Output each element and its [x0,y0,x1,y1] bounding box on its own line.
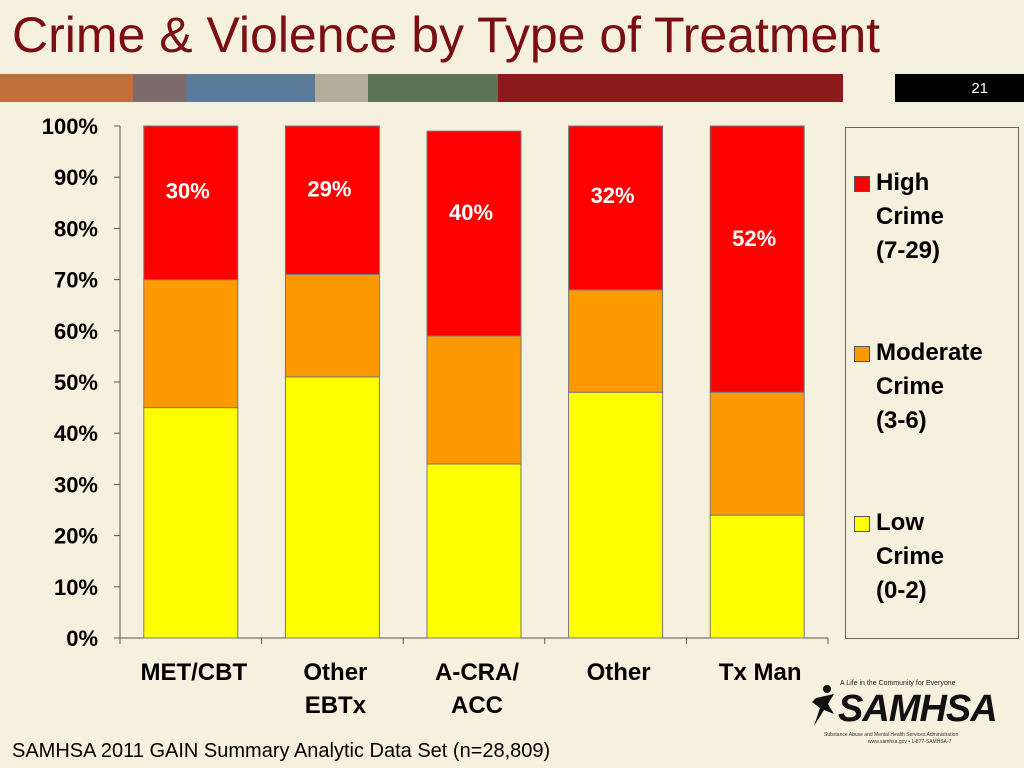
y-tick-label: 40% [54,421,98,446]
title-bar: Crime & Violence by Type of Treatment [0,0,1024,74]
logo-name: SAMHSA [838,688,998,730]
legend-label: High Crime (7-29) [876,169,945,264]
bar-segment [143,279,239,409]
logo-subtitle: Substance Abuse and Mental Health Servic… [824,732,959,738]
bar-segment [709,514,805,639]
legend-swatch [854,516,870,532]
band-segment [368,74,498,102]
band-segment [895,74,1024,102]
bar-segment [709,125,805,393]
category-label: Tx Man [719,659,802,686]
logo-tagline: A Life in the Community for Everyone [840,680,956,687]
bar-segment [568,289,664,393]
y-tick-label: 50% [54,370,98,395]
bar-segment [568,391,664,639]
category-label: A-CRA/ACC [435,659,519,719]
color-band [0,74,1024,102]
band-segment [498,74,843,102]
person-figure-icon [812,685,834,726]
legend-label: Moderate Crime (3-6) [876,339,983,434]
stacked-bar-chart: 0% 10% 20% 30% 40% 50% 60% 70% 80% 90% 100% 30% MET/… [42,114,829,719]
y-tick-label: 30% [54,472,98,497]
category-label: MET/CBT [140,659,247,686]
legend: High Crime (7-29) Moderate Crime (3-6) Low Crim… [845,127,1019,639]
y-tick-label: 70% [54,268,98,293]
data-label: 40% [449,200,493,225]
y-tick-label: 60% [54,319,98,344]
bar-segment [284,273,380,378]
y-tick-label: 80% [54,216,98,241]
y-tick-label: 100% [42,114,98,139]
data-label: 30% [166,179,210,204]
y-tick-label: 0% [66,626,98,651]
legend-label: Low Crime (0-2) [876,509,945,604]
bar-segment [284,125,380,275]
data-label: 29% [307,176,351,201]
y-tick-label: 10% [54,575,98,600]
band-segment [843,74,895,102]
bar-segment [143,407,239,639]
bar-segment [426,130,522,337]
band-segment [0,74,133,102]
band-segment [186,74,315,102]
category-label: Other EBTx [303,659,367,719]
category-label: Other [587,659,651,686]
band-segment [133,74,186,102]
legend-swatch [854,346,870,362]
y-tick-label: 20% [54,524,98,549]
data-label: 32% [591,183,635,208]
logo-contact: www.samhsa.gov • 1-877-SAMHSA-7 [868,739,952,745]
slide-number: 21 [971,80,988,97]
samhsa-logo: A Life in the Community for Everyone SAM… [808,680,998,746]
bar-segment [426,463,522,639]
legend-swatch [854,176,870,192]
bar-segment [284,376,380,639]
page-title: Crime & Violence by Type of Treatment [12,7,881,63]
band-segment [315,74,368,102]
bar-segment [709,391,805,516]
bar-segment [143,125,239,281]
bar-segment [568,125,664,291]
source-note: SAMHSA 2011 GAIN Summary Analytic Data S… [12,740,551,762]
data-label: 52% [732,226,776,251]
y-tick-label: 90% [54,165,98,190]
bar-segment [426,335,522,465]
